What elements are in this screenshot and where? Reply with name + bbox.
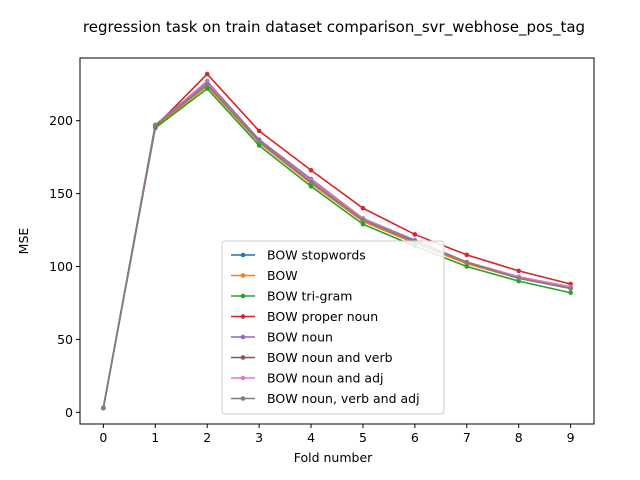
data-point bbox=[308, 167, 314, 173]
x-tick-label: 1 bbox=[151, 430, 159, 445]
y-axis: 0 50 100 150 200 bbox=[49, 113, 80, 420]
data-point bbox=[204, 81, 210, 87]
legend-item: BOW proper noun bbox=[231, 309, 378, 324]
legend-label: BOW tri-gram bbox=[267, 289, 352, 304]
y-axis-label: MSE bbox=[16, 228, 31, 255]
y-tick-label: 100 bbox=[49, 259, 73, 274]
data-point bbox=[308, 184, 314, 189]
x-tick-label: 3 bbox=[255, 430, 263, 445]
legend-marker bbox=[240, 396, 246, 401]
plot-area bbox=[101, 71, 573, 411]
legend-item: BOW noun and adj bbox=[231, 371, 383, 386]
y-tick-label: 0 bbox=[65, 405, 73, 420]
legend-item: BOW tri-gram bbox=[231, 289, 352, 304]
x-tick-label: 9 bbox=[567, 430, 575, 445]
legend-item: BOW stopwords bbox=[231, 248, 366, 263]
axes-frame bbox=[79, 57, 595, 425]
series-line bbox=[102, 72, 571, 409]
data-point bbox=[204, 71, 210, 77]
data-point bbox=[256, 143, 262, 148]
legend-marker bbox=[240, 334, 246, 340]
data-point bbox=[516, 275, 522, 281]
data-point bbox=[360, 221, 366, 227]
series-line bbox=[102, 83, 571, 409]
data-point bbox=[360, 205, 366, 211]
data-point bbox=[152, 122, 158, 128]
legend-label: BOW bbox=[267, 268, 298, 283]
legend-marker bbox=[240, 375, 246, 381]
data-point bbox=[464, 264, 470, 269]
x-tick-label: 4 bbox=[307, 430, 315, 445]
legend-marker bbox=[240, 293, 246, 299]
data-point bbox=[256, 128, 262, 134]
legend-item: BOW noun and verb bbox=[231, 350, 393, 365]
legend-label: BOW noun and verb bbox=[267, 350, 393, 365]
legend-marker bbox=[240, 355, 246, 360]
data-point bbox=[101, 405, 106, 411]
x-axis-label: Fold number bbox=[294, 450, 373, 465]
legend-label: BOW noun, verb and adj bbox=[267, 391, 420, 406]
data-point bbox=[464, 259, 470, 265]
data-point bbox=[412, 232, 418, 237]
legend-marker bbox=[240, 314, 246, 319]
x-tick-label: 2 bbox=[203, 430, 211, 445]
y-tick-label: 200 bbox=[49, 113, 73, 128]
y-tick-label: 50 bbox=[57, 332, 73, 347]
data-point bbox=[308, 179, 314, 185]
data-point bbox=[568, 290, 573, 296]
legend-item: BOW noun, verb and adj bbox=[231, 391, 420, 406]
series-7 bbox=[101, 81, 573, 411]
chart-title: regression task on train dataset compari… bbox=[83, 18, 585, 37]
legend-item: BOW noun bbox=[231, 330, 333, 345]
legend-item: BOW bbox=[231, 268, 298, 283]
legend-label: BOW proper noun bbox=[267, 309, 378, 324]
legend-label: BOW noun bbox=[267, 330, 333, 345]
data-point bbox=[516, 268, 522, 274]
x-tick-label: 7 bbox=[463, 430, 471, 445]
x-tick-label: 0 bbox=[99, 430, 107, 445]
data-point bbox=[204, 86, 210, 91]
x-tick-label: 5 bbox=[359, 430, 367, 445]
x-axis: 0 1 2 3 4 5 6 7 8 9 bbox=[99, 424, 575, 445]
x-tick-label: 6 bbox=[411, 430, 419, 445]
legend: BOW stopwords BOW BOW tri-gram BOW proper n… bbox=[221, 240, 445, 415]
legend-box bbox=[221, 240, 445, 415]
x-tick-label: 8 bbox=[515, 430, 523, 445]
data-point bbox=[568, 286, 573, 291]
data-point bbox=[256, 138, 262, 144]
legend-label: BOW noun and adj bbox=[267, 371, 383, 386]
data-point bbox=[464, 252, 470, 258]
data-point bbox=[360, 217, 366, 223]
legend-marker bbox=[240, 252, 246, 258]
y-tick-label: 150 bbox=[49, 186, 73, 201]
series-line bbox=[102, 87, 571, 409]
legend-marker bbox=[240, 273, 246, 278]
legend-label: BOW stopwords bbox=[267, 248, 366, 263]
